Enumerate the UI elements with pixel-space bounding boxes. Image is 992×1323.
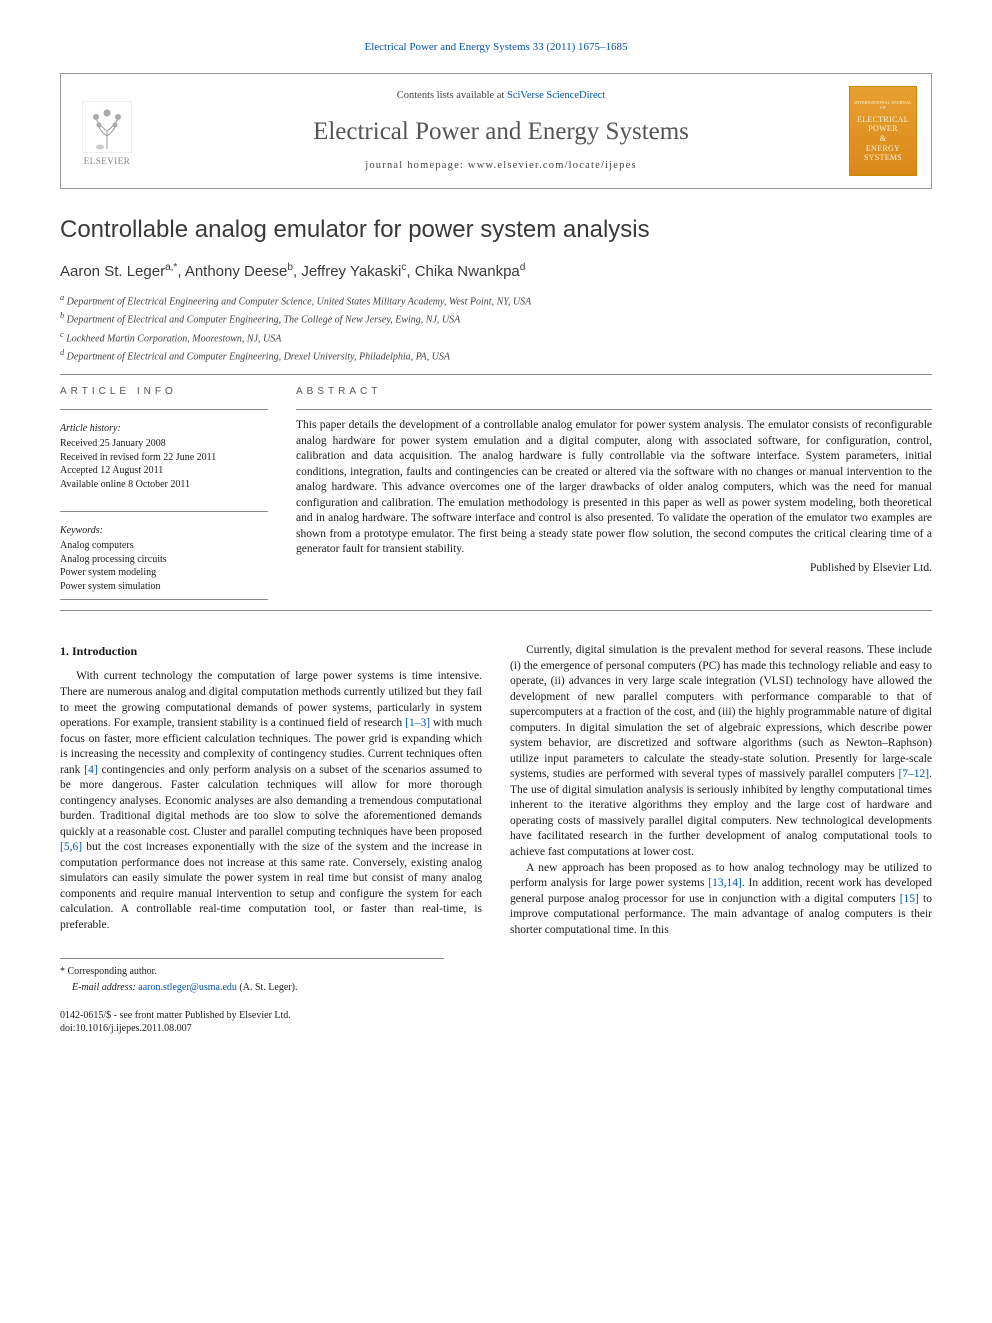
ref-link-15[interactable]: [15] — [900, 893, 919, 905]
ref-link-13-14[interactable]: [13,14] — [708, 877, 742, 889]
keyword-1: Analog computers — [60, 539, 268, 553]
cover-line4: SYSTEMS — [864, 153, 902, 163]
elsevier-logo-text: ELSEVIER — [84, 155, 131, 168]
history-online: Available online 8 October 2011 — [60, 478, 268, 492]
journal-cover-thumbnail: INTERNATIONAL JOURNAL OF ELECTRICAL POWE… — [849, 86, 917, 176]
cover-amp: & — [880, 134, 887, 144]
affiliation-c: c Lockheed Martin Corporation, Moorestow… — [60, 329, 932, 346]
abstract-heading: ABSTRACT — [296, 385, 932, 399]
author-2: Anthony Deeseb — [185, 263, 293, 280]
info-abstract-row: ARTICLE INFO Article history: Received 2… — [60, 385, 932, 600]
header-center: Contents lists available at SciVerse Sci… — [153, 89, 849, 173]
corresponding-label: * Corresponding author. — [60, 965, 444, 979]
publisher-line: Published by Elsevier Ltd. — [296, 560, 932, 576]
keywords-block: Keywords: Analog computers Analog proces… — [60, 511, 268, 600]
corresponding-author-block: * Corresponding author. E-mail address: … — [60, 958, 444, 995]
history-revised: Received in revised form 22 June 2011 — [60, 451, 268, 465]
author-1: Aaron St. Legera,* — [60, 263, 177, 280]
keyword-4: Power system simulation — [60, 580, 268, 594]
contents-prefix: Contents lists available at — [397, 90, 507, 101]
author-3: Jeffrey Yakaskic — [301, 263, 406, 280]
abstract-text: This paper details the development of a … — [296, 409, 932, 558]
paragraph-3: A new approach has been proposed as to h… — [510, 861, 932, 939]
cover-small-text: INTERNATIONAL JOURNAL OF — [854, 100, 912, 111]
article-info-column: ARTICLE INFO Article history: Received 2… — [60, 385, 268, 600]
history-accepted: Accepted 12 August 2011 — [60, 464, 268, 478]
ref-link-4[interactable]: [4] — [84, 764, 97, 776]
elsevier-logo: ELSEVIER — [75, 95, 139, 167]
email-link[interactable]: aaron.stleger@usma.edu — [138, 982, 237, 993]
homepage-prefix: journal homepage: — [365, 160, 468, 171]
doi-line: doi:10.1016/j.ijepes.2011.08.007 — [60, 1022, 444, 1035]
article-info-heading: ARTICLE INFO — [60, 385, 268, 399]
copyright-line-1: 0142-0615/$ - see front matter Published… — [60, 1009, 444, 1022]
paragraph-1: With current technology the computation … — [60, 669, 482, 933]
homepage-url: www.elsevier.com/locate/ijepes — [468, 160, 637, 171]
history-label: Article history: — [60, 422, 268, 436]
email-paren: (A. St. Leger). — [239, 982, 297, 993]
email-label: E-mail address: — [72, 982, 136, 993]
sciencedirect-link[interactable]: SciVerse ScienceDirect — [507, 90, 605, 101]
affiliation-a: a Department of Electrical Engineering a… — [60, 292, 932, 309]
header-citation: Electrical Power and Energy Systems 33 (… — [60, 40, 932, 55]
copyright-block: 0142-0615/$ - see front matter Published… — [60, 1009, 444, 1035]
journal-header-box: ELSEVIER Contents lists available at Sci… — [60, 73, 932, 189]
history-received: Received 25 January 2008 — [60, 437, 268, 451]
divider-bottom — [60, 610, 932, 611]
elsevier-tree-icon — [82, 101, 132, 153]
abstract-column: ABSTRACT This paper details the developm… — [296, 385, 932, 600]
contents-available-line: Contents lists available at SciVerse Sci… — [153, 89, 849, 104]
affiliation-b: b Department of Electrical and Computer … — [60, 310, 932, 327]
article-history-block: Article history: Received 25 January 200… — [60, 409, 268, 497]
keywords-label: Keywords: — [60, 524, 268, 538]
cover-line3: ENERGY — [866, 144, 900, 154]
journal-homepage: journal homepage: www.elsevier.com/locat… — [153, 159, 849, 174]
journal-name: Electrical Power and Energy Systems — [153, 114, 849, 149]
author-4: Chika Nwankpad — [415, 263, 526, 280]
affiliations: a Department of Electrical Engineering a… — [60, 292, 932, 364]
article-title: Controllable analog emulator for power s… — [60, 213, 932, 247]
keyword-3: Power system modeling — [60, 566, 268, 580]
divider-top — [60, 374, 932, 375]
body-two-column: 1. Introduction With current technology … — [60, 643, 932, 938]
affiliation-d: d Department of Electrical and Computer … — [60, 347, 932, 364]
ref-link-5-6[interactable]: [5,6] — [60, 841, 82, 853]
section-1-heading: 1. Introduction — [60, 643, 482, 659]
ref-link-7-12[interactable]: [7–12] — [898, 768, 929, 780]
email-line: E-mail address: aaron.stleger@usma.edu (… — [60, 981, 444, 995]
authors-line: Aaron St. Legera,*, Anthony Deeseb, Jeff… — [60, 261, 932, 282]
keyword-2: Analog processing circuits — [60, 553, 268, 567]
paragraph-2: Currently, digital simulation is the pre… — [510, 643, 932, 860]
cover-line1: ELECTRICAL — [857, 115, 909, 125]
ref-link-1-3[interactable]: [1–3] — [405, 717, 430, 729]
cover-line2: POWER — [868, 124, 898, 134]
